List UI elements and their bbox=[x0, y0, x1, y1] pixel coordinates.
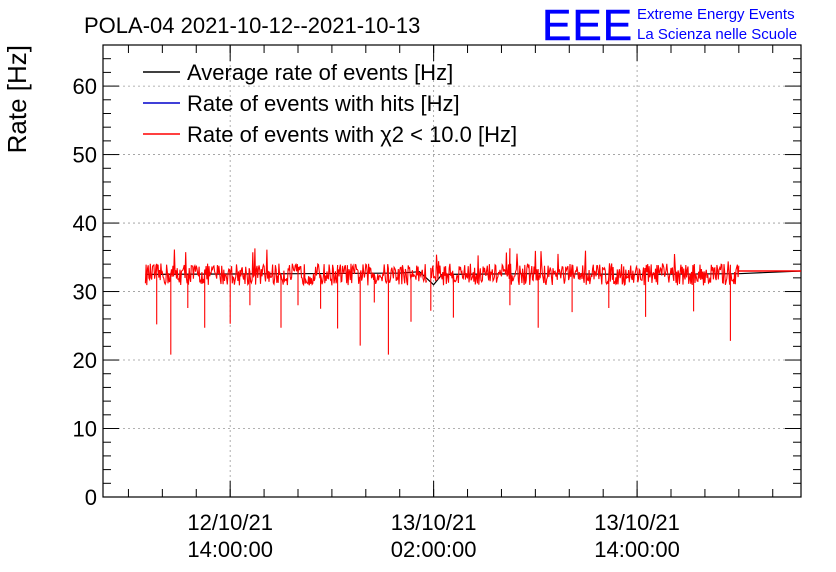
x-tick-time-label: 14:00:00 bbox=[594, 537, 680, 562]
legend-label-average: Average rate of events [Hz] bbox=[187, 60, 453, 85]
y-tick-label: 60 bbox=[73, 74, 97, 99]
eee-logo: EEE Extreme Energy Events La Scienza nel… bbox=[542, 1, 797, 51]
legend-label-hits: Rate of events with hits [Hz] bbox=[187, 91, 460, 116]
logo-line-1: Extreme Energy Events bbox=[637, 6, 795, 23]
x-tick-date-label: 12/10/21 bbox=[187, 510, 273, 535]
logo-mark: EEE bbox=[542, 1, 633, 50]
grid-layer bbox=[103, 45, 801, 497]
y-axis-label: Rate [Hz] bbox=[2, 45, 32, 153]
series-chi2-line-segment bbox=[144, 248, 428, 355]
y-tick-label: 0 bbox=[85, 485, 97, 510]
y-tick-label: 20 bbox=[73, 348, 97, 373]
ticks-layer: 010203040506012/10/2114:00:0013/10/2102:… bbox=[73, 44, 801, 562]
y-tick-label: 50 bbox=[73, 143, 97, 168]
y-tick-label: 30 bbox=[73, 280, 97, 305]
series-chi2-line-segment bbox=[430, 248, 740, 341]
x-tick-date-label: 13/10/21 bbox=[391, 510, 477, 535]
chart-title: POLA-04 2021-10-12--2021-10-13 bbox=[84, 13, 420, 38]
x-tick-date-label: 13/10/21 bbox=[594, 510, 680, 535]
series-layer bbox=[144, 248, 802, 355]
y-tick-label: 10 bbox=[73, 417, 97, 442]
legend: Average rate of events [Hz] Rate of even… bbox=[143, 60, 517, 147]
legend-label-chi2: Rate of events with χ2 < 10.0 [Hz] bbox=[187, 122, 517, 147]
x-tick-time-label: 14:00:00 bbox=[187, 537, 273, 562]
logo-line-2: La Scienza nelle Scuole bbox=[637, 26, 797, 43]
y-tick-label: 40 bbox=[73, 211, 97, 236]
x-tick-time-label: 02:00:00 bbox=[391, 537, 477, 562]
